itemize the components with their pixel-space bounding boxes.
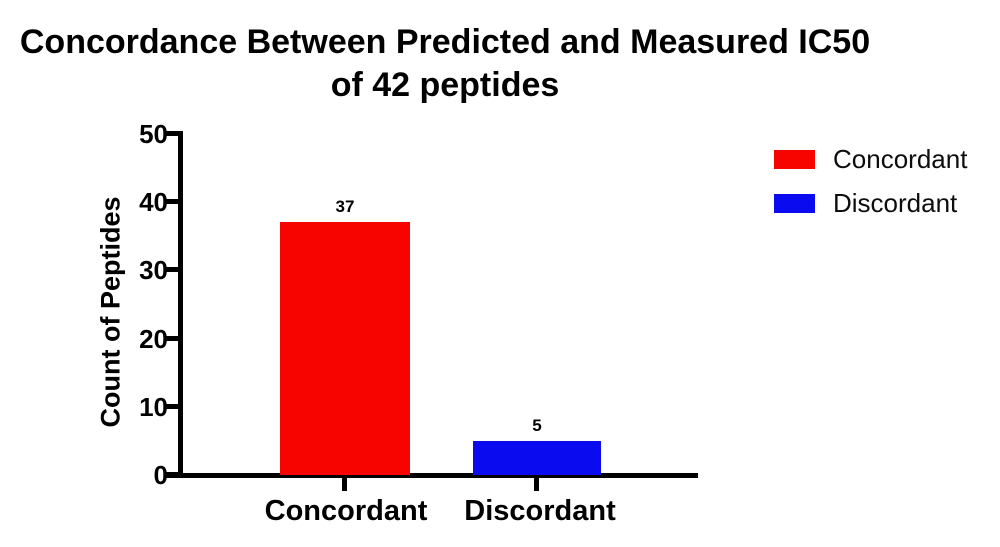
y-tick-mark [165, 267, 179, 273]
bar-group-concordant: 37 [280, 198, 410, 475]
legend-swatch-concordant [774, 149, 815, 169]
legend-item-discordant: Discordant [774, 188, 967, 218]
bar-group-discordant: 5 [473, 417, 601, 475]
x-tick-concordant [342, 478, 347, 491]
legend: Concordant Discordant [774, 144, 967, 218]
y-tick-label-0: 0 [153, 459, 168, 490]
x-category-label-concordant: Concordant [264, 495, 428, 527]
legend-label-discordant: Discordant [833, 188, 958, 218]
y-tick-mark [165, 335, 179, 341]
y-tick-label-10: 10 [139, 391, 168, 422]
bar-rect-discordant [473, 441, 601, 475]
x-tick-discordant [534, 478, 539, 491]
y-tick-mark [165, 403, 179, 409]
y-tick-label-50: 50 [139, 119, 168, 149]
y-axis-tick-marks [165, 131, 179, 477]
y-tick-label-20: 20 [139, 323, 168, 354]
y-tick-label-40: 40 [139, 187, 168, 218]
chart-title-line-1: Concordance Between Predicted and Measur… [19, 23, 871, 61]
bar-value-label-concordant: 37 [335, 197, 355, 216]
bar-value-label-discordant: 5 [532, 416, 542, 435]
y-axis-line [178, 131, 183, 478]
x-category-label-discordant: Discordant [464, 495, 616, 527]
y-tick-mark [165, 131, 179, 136]
legend-item-concordant: Concordant [774, 144, 967, 174]
y-axis-tick-labels: 50 40 30 20 10 0 [104, 119, 168, 490]
legend-swatch-discordant [774, 193, 815, 213]
bar-rect-concordant [280, 222, 410, 475]
x-axis-line [165, 473, 698, 478]
y-tick-mark [165, 199, 179, 205]
chart-title-line-2: of 42 peptides [330, 66, 560, 104]
chart-title: Concordance Between Predicted and Measur… [0, 21, 890, 107]
legend-label-concordant: Concordant [833, 144, 968, 174]
y-tick-label-30: 30 [139, 255, 168, 286]
